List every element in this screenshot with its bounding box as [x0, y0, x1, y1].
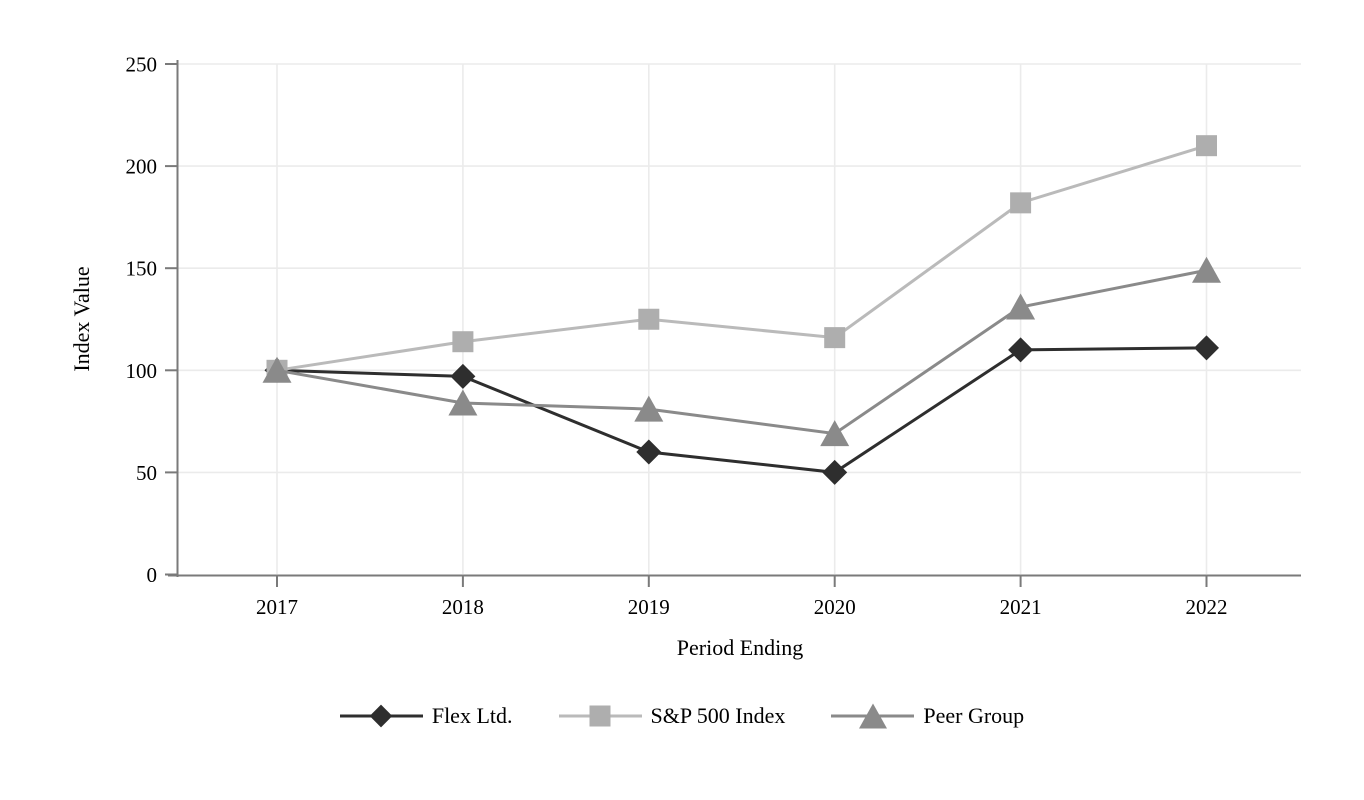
- x-tick-label-2018: 2018: [442, 595, 484, 619]
- y-tick-label-0: 0: [147, 563, 158, 587]
- series-line-flex-ltd: [276, 346, 1207, 474]
- x-tick-label-2020: 2020: [814, 595, 856, 619]
- y-tick-label-100: 100: [126, 359, 158, 383]
- diamond-marker-flex-ltd-2022: [1194, 335, 1219, 361]
- x-tick-label-2019: 2019: [628, 595, 670, 619]
- triangle-marker-peer-group-2021: [1006, 293, 1036, 320]
- y-axis-title: Index Value: [69, 266, 94, 371]
- diamond-marker-flex-ltd-2018: [450, 363, 476, 389]
- triangle-marker-icon: [858, 703, 887, 729]
- legend-item-peer-group: Peer Group: [831, 701, 1024, 731]
- x-axis-tick-labels: 2017 2018 2019 2020 2021 2022: [256, 595, 1228, 619]
- square-marker-s-p-500-index-2022: [1196, 135, 1217, 157]
- triangle-marker-peer-group-2019: [634, 395, 664, 422]
- legend-item-flex-ltd: Flex Ltd.: [339, 701, 513, 731]
- square-marker-s-p-500-index-2018: [452, 331, 474, 353]
- diamond-marker-flex-ltd-2021: [1008, 337, 1034, 363]
- triangle-marker-peer-group-2020: [820, 420, 850, 447]
- legend-label-flex-ltd: Flex Ltd.: [431, 703, 513, 728]
- square-marker-icon: [589, 705, 611, 727]
- legend-label-sp500: S&P 500 Index: [650, 703, 786, 728]
- x-tick-label-2022: 2022: [1186, 595, 1228, 619]
- diamond-marker-flex-ltd-2020: [822, 459, 848, 485]
- peer-group-legend-swatch: [831, 701, 915, 731]
- square-marker-s-p-500-index-2019: [638, 308, 660, 330]
- y-axis-tick-labels: 0 50 100 150 200 250: [126, 53, 158, 588]
- horizontal-gridlines: [177, 63, 1301, 474]
- triangle-marker-peer-group-2022: [1192, 256, 1221, 283]
- axis-spines: [168, 60, 1301, 577]
- x-axis-title: Period Ending: [677, 635, 804, 660]
- triangle-marker-peer-group-2018: [448, 389, 478, 416]
- square-marker-s-p-500-index-2020: [824, 327, 846, 349]
- chart-legend: Flex Ltd. S&P 500 Index Peer Group: [0, 696, 1364, 736]
- diamond-marker-flex-ltd-2019: [636, 439, 662, 465]
- data-series: [262, 135, 1221, 485]
- y-tick-label-250: 250: [126, 53, 158, 77]
- vertical-gridlines: [276, 64, 1208, 574]
- y-tick-label-200: 200: [126, 155, 158, 179]
- axis-tick-marks: [165, 63, 1208, 587]
- sp500-legend-swatch: [558, 701, 642, 731]
- series-line-peer-group: [276, 268, 1207, 436]
- flex-ltd-legend-swatch: [339, 701, 423, 731]
- x-tick-label-2017: 2017: [256, 595, 298, 619]
- chart-plot-area: 0 50 100 150 200 250 2017 2018 2019 2020 2021 2022…: [69, 53, 1301, 660]
- square-marker-s-p-500-index-2021: [1010, 192, 1032, 214]
- legend-item-sp500: S&P 500 Index: [558, 701, 786, 731]
- y-tick-label-150: 150: [126, 257, 158, 281]
- series-line-s-p-500-index: [276, 144, 1207, 372]
- x-tick-label-2021: 2021: [1000, 595, 1042, 619]
- triangle-marker-peer-group-2017: [262, 356, 292, 383]
- diamond-marker-icon: [370, 704, 393, 728]
- y-tick-label-50: 50: [136, 461, 157, 485]
- legend-label-peer-group: Peer Group: [923, 703, 1025, 728]
